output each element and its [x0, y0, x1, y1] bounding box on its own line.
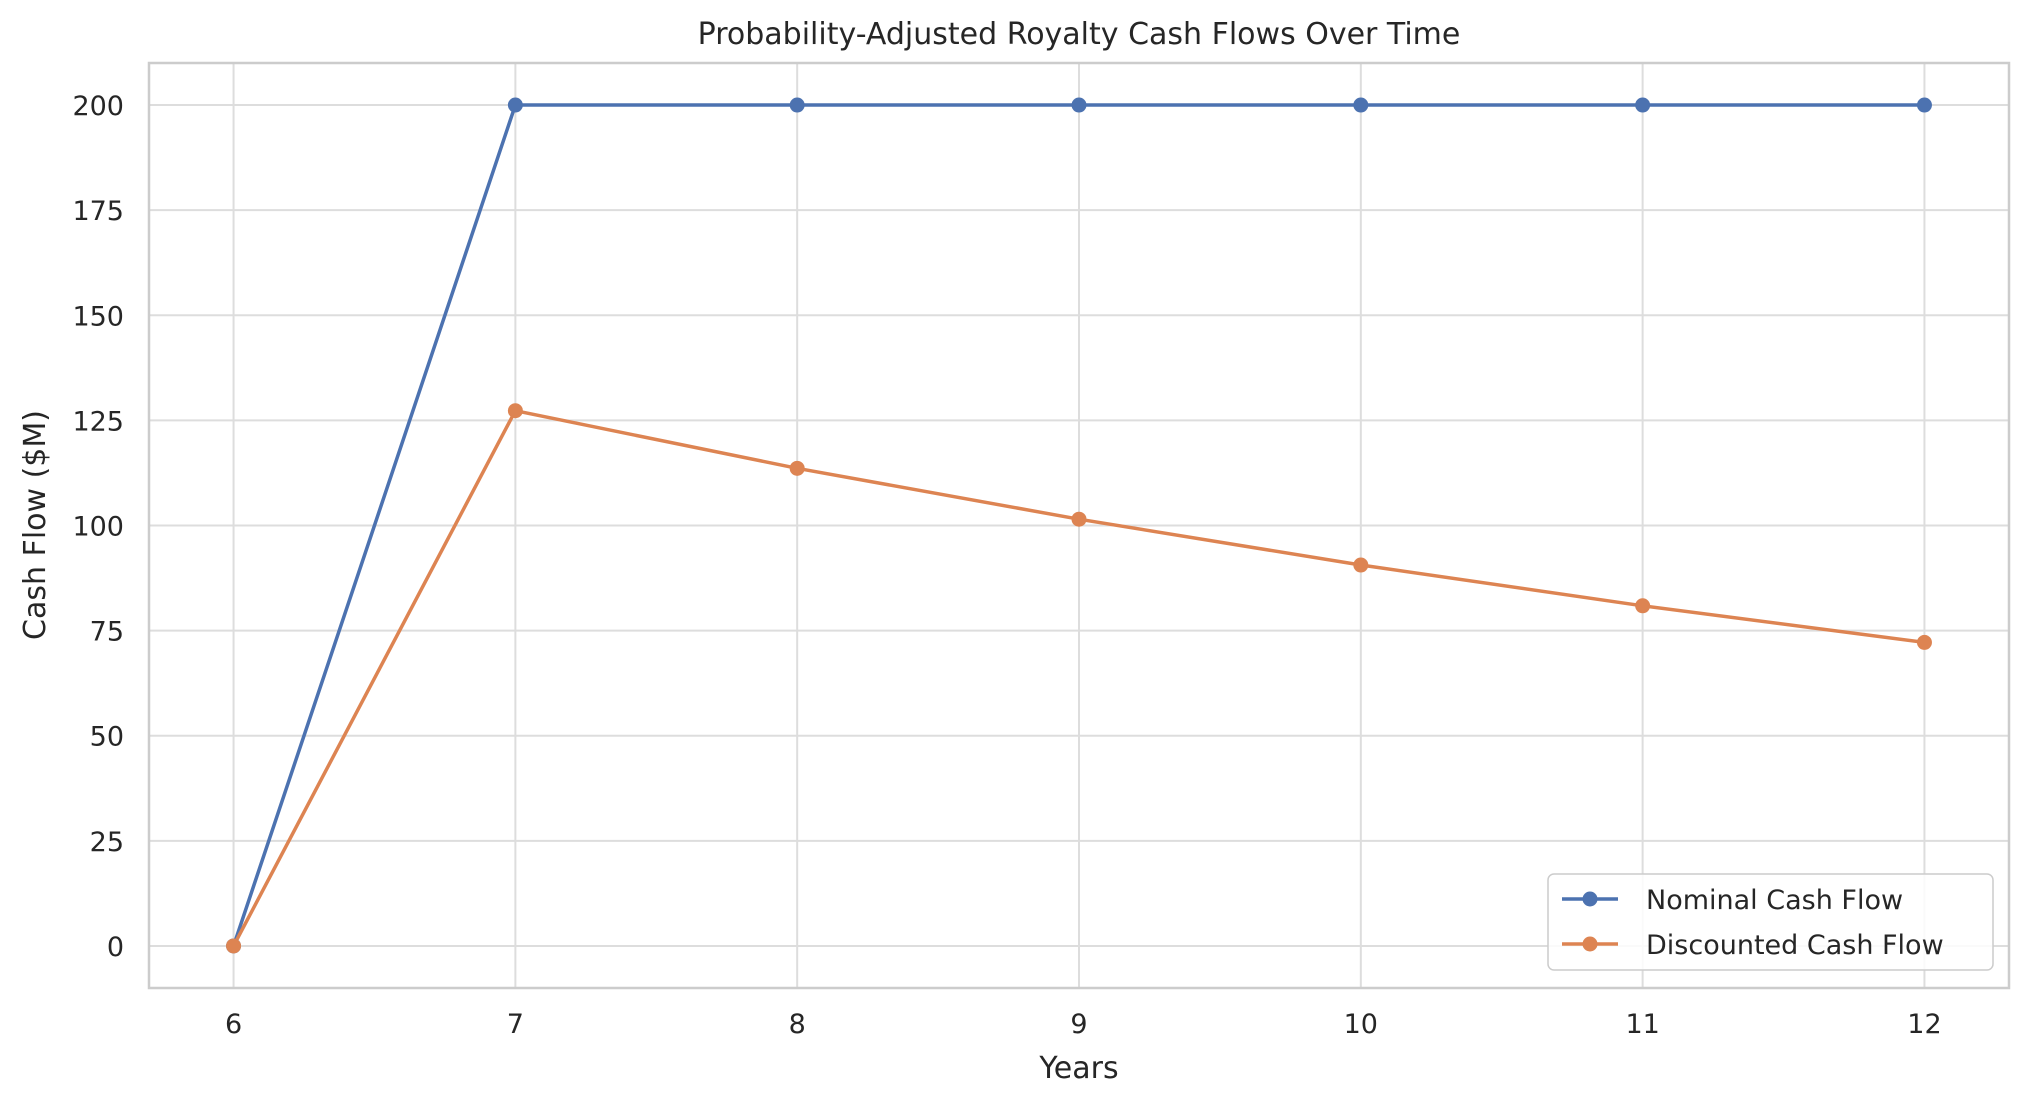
x-tick-label: 10 — [1344, 1009, 1378, 1040]
plot-frame — [147, 61, 2011, 990]
markers — [226, 97, 1932, 954]
x-tick-labels: 6 7 8 9 10 11 12 — [225, 1009, 1942, 1040]
legend-marker — [1582, 891, 1598, 907]
y-axis-label: Cash Flow ($M) — [18, 410, 53, 640]
x-axis-label: Years — [1038, 1051, 1118, 1086]
data-point — [1916, 634, 1932, 650]
data-point — [507, 97, 523, 113]
data-point — [1353, 97, 1369, 113]
data-point — [507, 403, 523, 419]
legend-label: Discounted Cash Flow — [1646, 930, 1944, 961]
y-tick-labels: 0 25 50 75 100 125 150 175 200 — [72, 91, 124, 963]
x-tick-label: 8 — [789, 1009, 806, 1040]
y-tick-label: 150 — [72, 301, 124, 332]
data-point — [1353, 557, 1369, 573]
legend-label: Nominal Cash Flow — [1646, 885, 1903, 916]
y-tick-label: 175 — [72, 196, 124, 227]
data-point — [1071, 97, 1087, 113]
x-tick-label: 7 — [507, 1009, 524, 1040]
y-tick-label: 125 — [72, 406, 124, 437]
y-tick-label: 100 — [72, 512, 124, 543]
data-point — [1071, 511, 1087, 527]
data-point — [789, 97, 805, 113]
legend-box — [1547, 873, 1994, 971]
data-point — [789, 460, 805, 476]
y-tick-label: 0 — [107, 932, 124, 963]
x-tick-label: 11 — [1625, 1009, 1659, 1040]
data-point — [1916, 97, 1932, 113]
x-tick-label: 12 — [1907, 1009, 1941, 1040]
grid — [149, 63, 2009, 988]
legend-marker — [1582, 936, 1598, 952]
data-point — [226, 938, 242, 954]
y-tick-label: 75 — [90, 617, 124, 648]
legend: Nominal Cash Flow Discounted Cash Flow — [1547, 873, 1994, 971]
y-tick-label: 200 — [72, 91, 124, 122]
x-tick-label: 9 — [1070, 1009, 1087, 1040]
y-tick-label: 25 — [90, 827, 124, 858]
data-point — [1635, 97, 1651, 113]
y-tick-label: 50 — [90, 722, 124, 753]
chart-title: Probability-Adjusted Royalty Cash Flows … — [698, 17, 1461, 52]
data-point — [1635, 598, 1651, 614]
x-tick-label: 6 — [225, 1009, 242, 1040]
